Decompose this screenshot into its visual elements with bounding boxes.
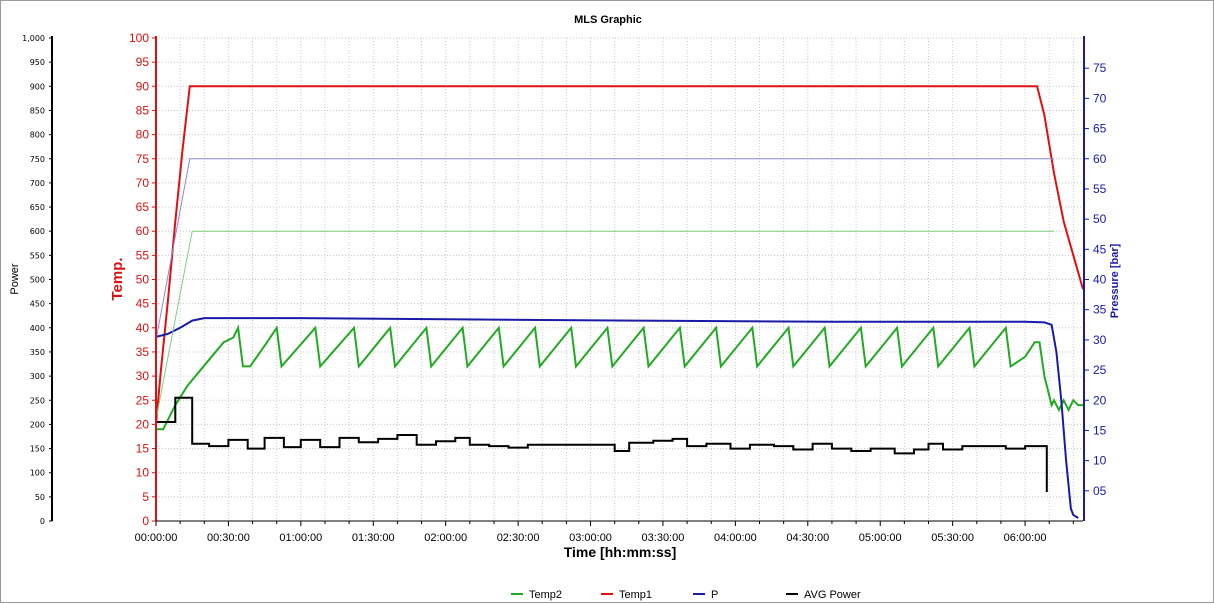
temp-tick-label: 10 xyxy=(136,466,150,480)
temp-tick-label: 5 xyxy=(142,490,149,504)
pressure-tick-label: 15 xyxy=(1093,423,1107,437)
series-line-temp1 xyxy=(155,85,1084,425)
time-tick-label: 04:00:00 xyxy=(714,532,757,544)
temp-tick-label: 95 xyxy=(136,55,150,69)
power-tick-label: 600 xyxy=(30,227,45,236)
power-tick-label: 650 xyxy=(30,203,45,212)
pressure-tick-label: 60 xyxy=(1093,152,1107,166)
temp-tick-label: 15 xyxy=(136,442,150,456)
temp-tick-label: 80 xyxy=(136,128,150,142)
power-tick-label: 400 xyxy=(30,324,45,333)
temp-tick-label: 90 xyxy=(136,79,150,93)
power-axis-label: Power xyxy=(9,263,21,295)
power-tick-label: 550 xyxy=(30,251,45,260)
power-tick-label: 150 xyxy=(30,445,45,454)
time-tick-label: 06:00:00 xyxy=(1004,532,1047,544)
series-line-p xyxy=(155,317,1079,519)
power-tick-label: 250 xyxy=(30,396,45,405)
pressure-tick-label: 70 xyxy=(1093,91,1107,105)
temp-tick-label: 35 xyxy=(136,345,150,359)
pressure-axis-label: Pressure [bar] xyxy=(1109,243,1121,318)
pressure-tick-label: 35 xyxy=(1093,303,1107,317)
series-line-setpoint-temp xyxy=(155,230,1054,420)
power-tick-label: 450 xyxy=(30,300,45,309)
temp-tick-label: 40 xyxy=(136,321,150,335)
series-line-avg-power xyxy=(156,396,1048,492)
pressure-tick-label: 05 xyxy=(1093,484,1107,498)
pressure-tick-label: 20 xyxy=(1093,393,1107,407)
temp-tick-label: 65 xyxy=(136,200,150,214)
pressure-tick-label: 75 xyxy=(1093,61,1107,75)
axes-layer: 0510152025303540455055606570758085909510… xyxy=(22,31,1107,544)
time-tick-label: 00:00:00 xyxy=(135,532,178,544)
pressure-tick-label: 30 xyxy=(1093,333,1107,347)
time-tick-label: 02:30:00 xyxy=(497,532,540,544)
legend-label: AVG Power xyxy=(804,589,861,601)
time-tick-label: 03:30:00 xyxy=(642,532,685,544)
temp-tick-label: 0 xyxy=(142,514,149,528)
series-line-setpoint-pressure xyxy=(155,158,1054,340)
temp-tick-label: 55 xyxy=(136,248,150,262)
power-tick-label: 700 xyxy=(30,179,45,188)
time-tick-label: 01:00:00 xyxy=(279,532,322,544)
series-line-temp2 xyxy=(156,324,1083,431)
pressure-tick-label: 40 xyxy=(1093,273,1107,287)
pressure-tick-label: 55 xyxy=(1093,182,1107,196)
time-tick-label: 01:30:00 xyxy=(352,532,395,544)
time-tick-label: 04:30:00 xyxy=(786,532,829,544)
power-tick-label: 850 xyxy=(30,106,45,115)
power-tick-label: 500 xyxy=(30,276,45,285)
time-tick-label: 02:00:00 xyxy=(424,532,467,544)
power-tick-label: 50 xyxy=(35,493,45,502)
x-axis-label: Time [hh:mm:ss] xyxy=(564,544,677,560)
power-tick-label: 900 xyxy=(30,82,45,91)
power-tick-label: 800 xyxy=(30,131,45,140)
temp-tick-label: 100 xyxy=(129,31,149,45)
pressure-tick-label: 10 xyxy=(1093,454,1107,468)
temp-tick-label: 20 xyxy=(136,417,150,431)
pressure-tick-label: 45 xyxy=(1093,242,1107,256)
time-tick-label: 05:00:00 xyxy=(859,532,902,544)
legend: Temp2 Temp1 P AVG Power xyxy=(511,589,861,601)
power-tick-label: 200 xyxy=(30,420,45,429)
power-tick-label: 750 xyxy=(30,155,45,164)
power-tick-label: 1,000 xyxy=(22,34,45,43)
time-tick-label: 05:30:00 xyxy=(931,532,974,544)
time-tick-label: 00:30:00 xyxy=(207,532,250,544)
power-tick-label: 100 xyxy=(30,469,45,478)
power-tick-label: 950 xyxy=(30,58,45,67)
labels-layer: MLS Graphic Time [hh:mm:ss] Temp. Pressu… xyxy=(9,14,1121,560)
temp-tick-label: 45 xyxy=(136,297,150,311)
power-tick-label: 300 xyxy=(30,372,45,381)
time-tick-label: 03:00:00 xyxy=(569,532,612,544)
legend-label: P xyxy=(711,589,718,601)
pressure-tick-label: 25 xyxy=(1093,363,1107,377)
pressure-tick-label: 65 xyxy=(1093,122,1107,136)
temp-tick-label: 85 xyxy=(136,103,150,117)
temp-tick-label: 70 xyxy=(136,176,150,190)
temp-tick-label: 25 xyxy=(136,393,150,407)
temp-tick-label: 50 xyxy=(136,273,150,287)
temp-tick-label: 60 xyxy=(136,224,150,238)
series-layer xyxy=(155,85,1084,519)
pressure-tick-label: 50 xyxy=(1093,212,1107,226)
temp-axis-label: Temp. xyxy=(109,257,126,300)
power-tick-label: 0 xyxy=(40,517,45,526)
temp-tick-label: 30 xyxy=(136,369,150,383)
temp-tick-label: 75 xyxy=(136,152,150,166)
chart-title: MLS Graphic xyxy=(574,14,642,26)
legend-label: Temp2 xyxy=(529,589,562,601)
legend-label: Temp1 xyxy=(619,589,652,601)
power-tick-label: 350 xyxy=(30,348,45,357)
